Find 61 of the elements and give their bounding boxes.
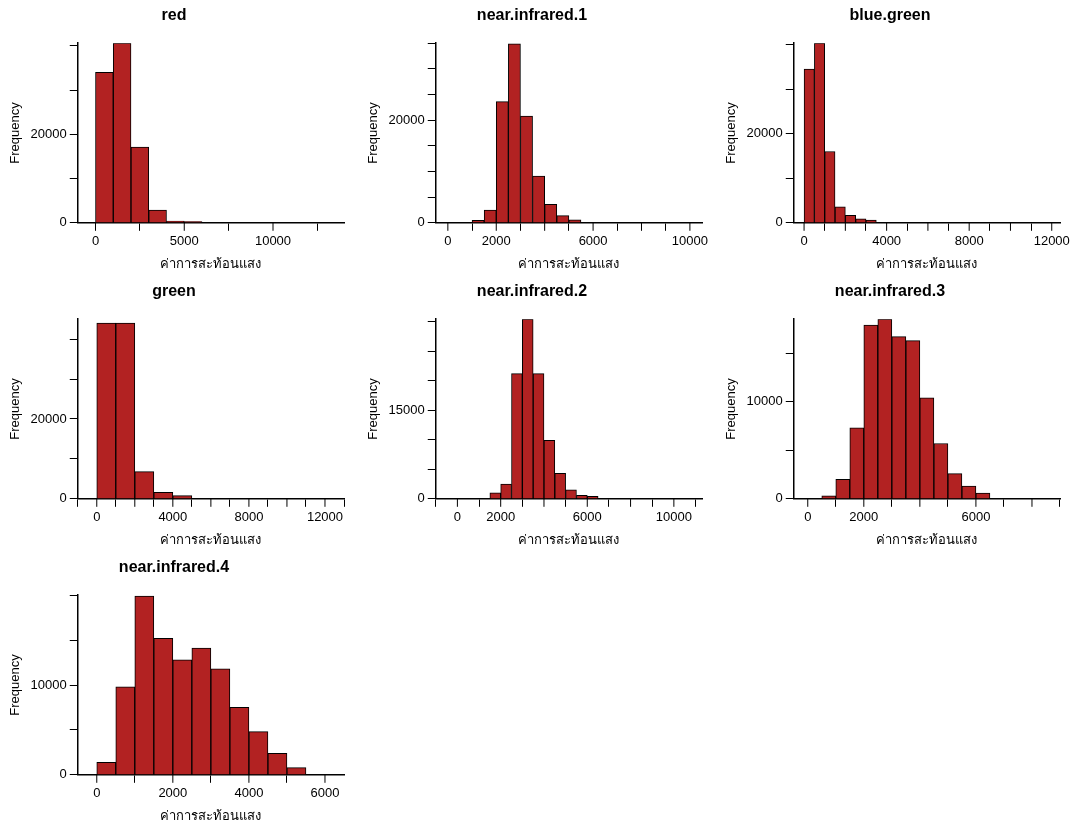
- x-tick-label: 2000: [486, 509, 516, 525]
- x-axis-title: ค่าการสะท้อนแสง: [876, 255, 978, 271]
- chart-title: red: [161, 6, 187, 24]
- y-tick-label: 0: [59, 766, 67, 782]
- y-axis-title: Frequency: [7, 101, 23, 164]
- x-tick-label: 2000: [481, 233, 511, 249]
- chart-title: near.infrared.3: [834, 282, 946, 300]
- x-tick-label: 0: [91, 233, 100, 249]
- x-tick-label: 10000: [655, 509, 692, 525]
- x-tick-label: 6000: [578, 233, 608, 249]
- chart-title: green: [152, 282, 196, 300]
- x-tick-label: 4000: [872, 233, 902, 249]
- y-tick-label: 20000: [388, 111, 425, 127]
- x-tick-label: 5000: [169, 233, 199, 249]
- chart-title: near.infrared.4: [118, 558, 230, 576]
- x-tick-label: 10000: [671, 233, 708, 249]
- x-tick-label: 8000: [954, 233, 984, 249]
- x-tick-label: 8000: [234, 509, 264, 525]
- chart-title: near.infrared.2: [476, 282, 588, 300]
- x-tick-label: 4000: [234, 785, 264, 801]
- x-tick-label: 0: [93, 509, 101, 525]
- x-tick-label: 6000: [572, 509, 602, 525]
- x-axis-title: ค่าการสะท้อนแสง: [876, 531, 978, 547]
- y-tick-label: 0: [417, 214, 425, 230]
- x-axis-title: ค่าการสะท้อนแสง: [160, 255, 262, 271]
- x-tick-label: 12000: [306, 509, 344, 525]
- y-tick-label: 0: [417, 490, 425, 506]
- y-tick-label: 15000: [388, 401, 425, 417]
- x-tick-label: 0: [444, 233, 452, 249]
- y-tick-label: 20000: [746, 125, 783, 141]
- y-tick-label: 20000: [30, 410, 67, 426]
- x-tick-label: 0: [453, 509, 462, 525]
- x-axis-title: ค่าการสะท้อนแสง: [518, 255, 620, 271]
- y-tick-label: 0: [775, 214, 783, 230]
- y-tick-label: 0: [59, 490, 67, 506]
- y-tick-label: 10000: [30, 676, 67, 692]
- y-axis-title: Frequency: [723, 101, 739, 164]
- x-tick-label: 2000: [849, 509, 879, 525]
- x-tick-label: 0: [800, 233, 808, 249]
- x-tick-label: 4000: [158, 509, 188, 525]
- y-axis-title: Frequency: [7, 653, 23, 716]
- y-axis-title: Frequency: [723, 377, 739, 440]
- y-axis-title: Frequency: [365, 377, 381, 440]
- y-tick-label: 20000: [30, 125, 67, 141]
- y-axis-title: Frequency: [365, 101, 381, 164]
- chart-title: near.infrared.1: [476, 6, 588, 24]
- x-tick-label: 6000: [310, 785, 340, 801]
- y-tick-label: 10000: [746, 393, 783, 409]
- chart-title: blue.green: [849, 6, 931, 24]
- y-tick-label: 0: [59, 214, 67, 230]
- y-tick-label: 0: [775, 490, 783, 506]
- y-axis-title: Frequency: [7, 377, 23, 440]
- x-axis-title: ค่าการสะท้อนแสง: [160, 807, 262, 823]
- x-axis-title: ค่าการสะท้อนแสง: [160, 531, 262, 547]
- x-tick-label: 0: [804, 509, 812, 525]
- x-tick-label: 2000: [158, 785, 188, 801]
- x-tick-label: 12000: [1033, 233, 1070, 249]
- x-tick-label: 0: [93, 785, 101, 801]
- x-tick-label: 6000: [961, 509, 991, 525]
- x-tick-label: 10000: [254, 233, 292, 249]
- x-axis-title: ค่าการสะท้อนแสง: [518, 531, 620, 547]
